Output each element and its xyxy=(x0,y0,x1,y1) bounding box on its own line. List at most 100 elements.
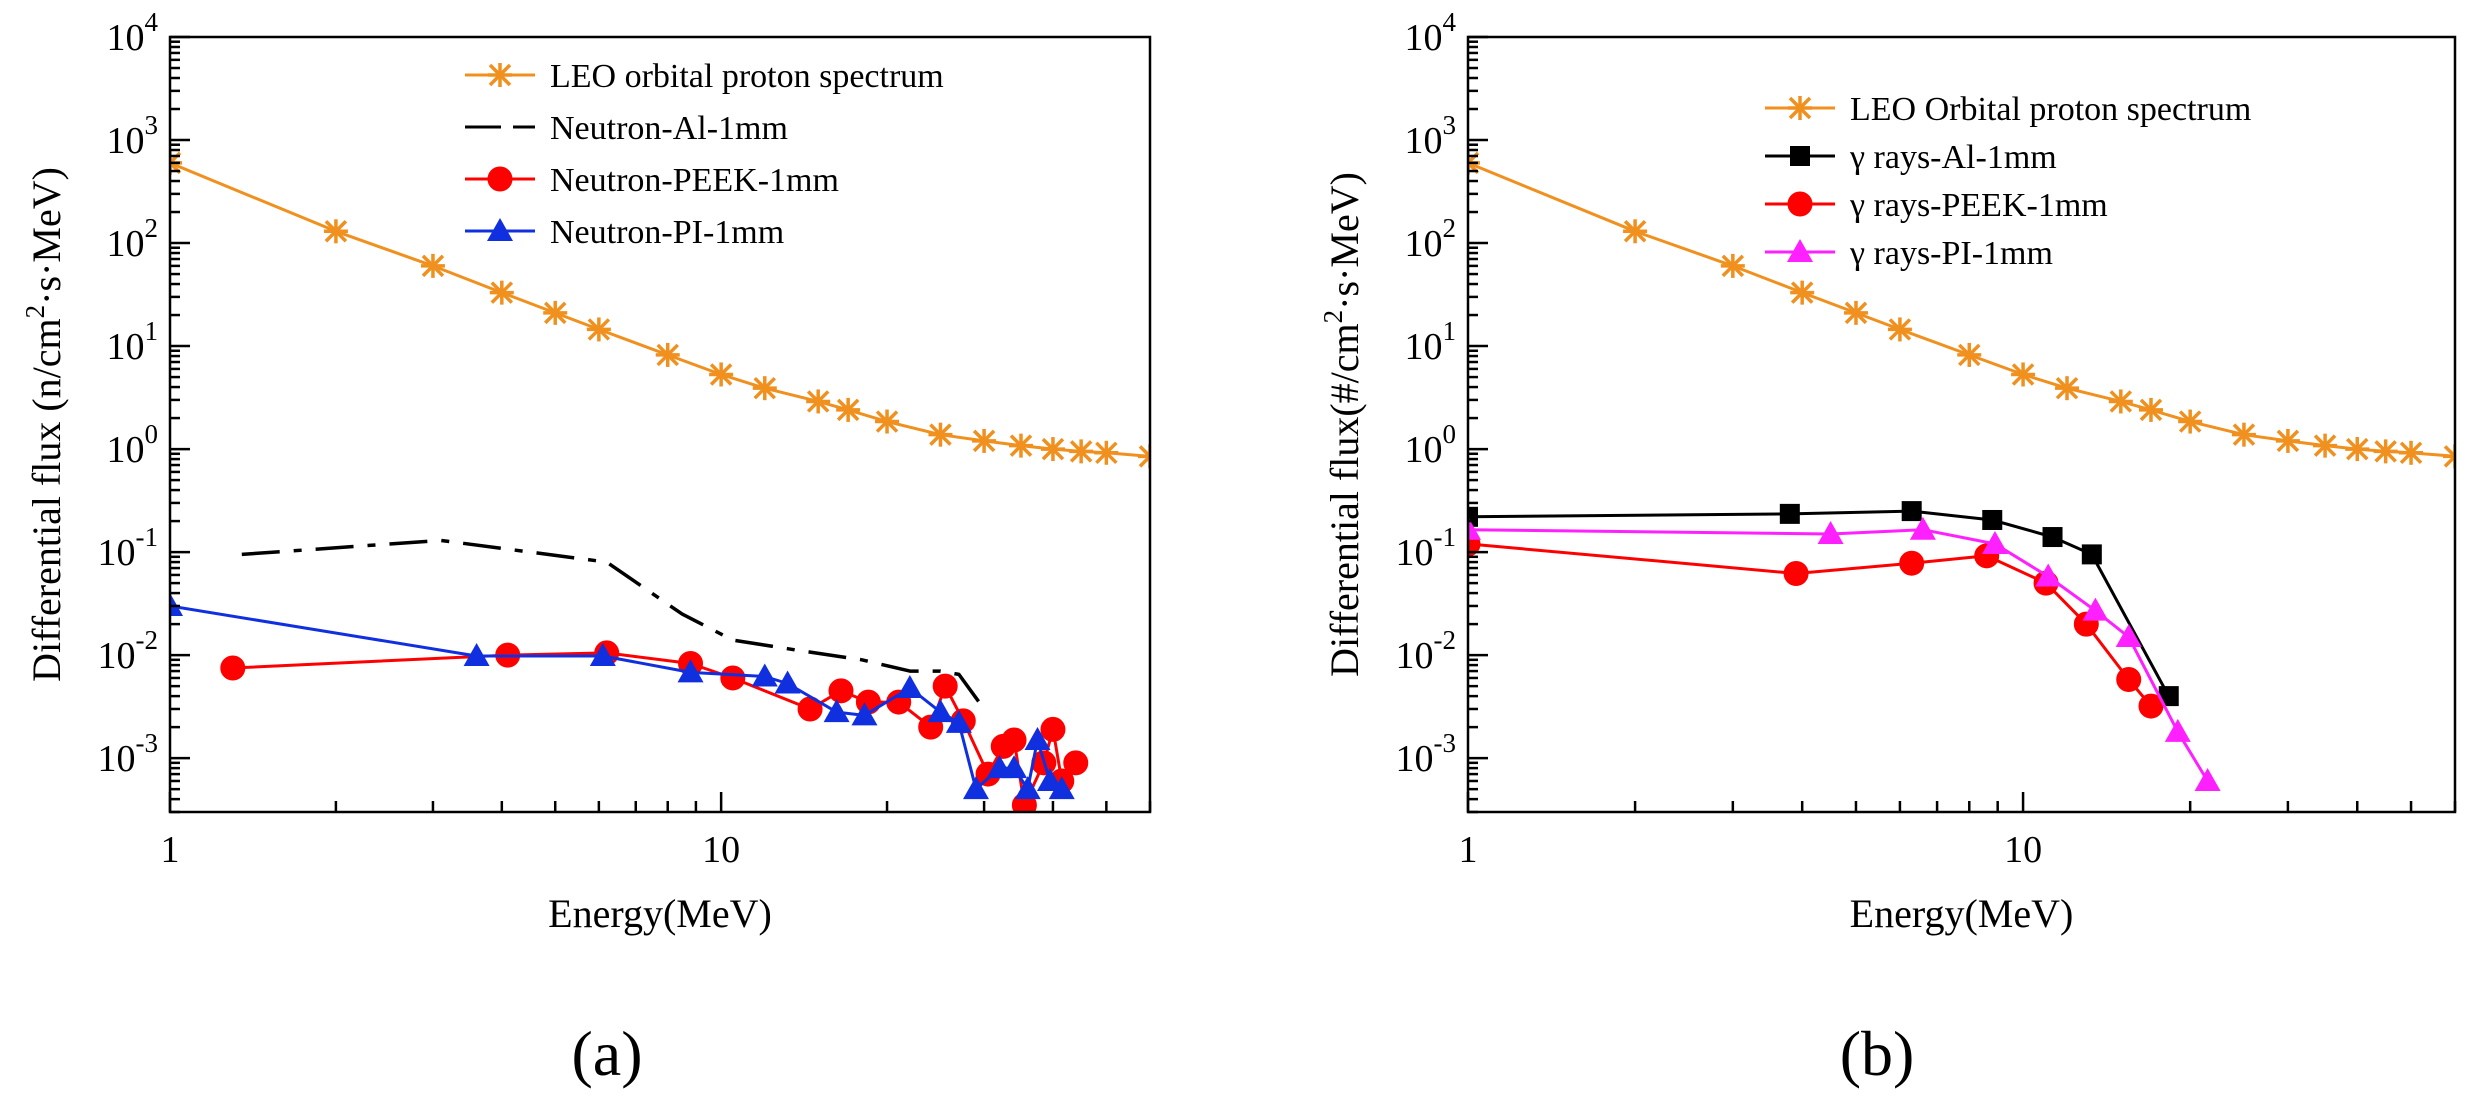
data-point-b-1-2 xyxy=(1901,501,1922,522)
data-point-b-0-16 xyxy=(2373,439,2398,464)
legend-label-a-0: LEO orbital proton spectrum xyxy=(550,58,944,95)
data-point-a-3-13 xyxy=(1001,755,1028,779)
data-point-a-2-14 xyxy=(1001,727,1027,753)
data-point-b-1-1 xyxy=(1779,503,1800,524)
x-axis-title-a: Energy(MeV) xyxy=(548,891,772,936)
x-axis-ticks xyxy=(168,792,1152,812)
legend-b: LEO Orbital proton spectrum γ rays-Al-1mm… xyxy=(1765,91,2251,272)
data-point-a-0-10 xyxy=(836,397,861,422)
series-a-1 xyxy=(241,538,986,711)
panel-label-b: (b) xyxy=(1840,1018,1915,1089)
data-point-b-0-13 xyxy=(2275,428,2300,453)
chart-panel-b: 1 10 10-3 10-2 10-1 100 101 102 103 104 Energy(MeV… xyxy=(1318,7,2457,936)
y-tick-label-b-5: 102 xyxy=(1405,213,1457,265)
y-tick-label-b-3: 100 xyxy=(1405,419,1457,471)
y-tick-label-a-5: 102 xyxy=(107,213,159,265)
data-point-a-3-16 xyxy=(1036,767,1063,791)
series-line-a-1 xyxy=(241,538,986,711)
data-point-a-2-4 xyxy=(720,665,746,691)
series-line-b-3 xyxy=(1468,528,2209,782)
legend-marker-b-3 xyxy=(1787,239,1813,262)
y-tick-label-a-1: 10-2 xyxy=(98,625,159,677)
data-point-b-0-12 xyxy=(2231,422,2256,447)
data-point-a-0-13 xyxy=(972,428,997,453)
x-axis-title-b: Energy(MeV) xyxy=(1850,891,2074,936)
data-point-b-3-4 xyxy=(2035,563,2062,587)
legend-marker-a-3 xyxy=(487,218,513,241)
data-point-a-0-18 xyxy=(1138,444,1150,469)
data-point-b-3-7 xyxy=(2164,718,2191,742)
y-tick-label-b-4: 101 xyxy=(1405,316,1457,368)
data-point-b-0-17 xyxy=(2399,440,2424,465)
data-point-b-0-2 xyxy=(1720,253,1745,278)
data-point-a-0-19 xyxy=(1175,450,1199,474)
x-tick-label-b-0: 1 xyxy=(1459,829,1478,871)
y-tick-label-b-1: 10-2 xyxy=(1396,625,1457,677)
series-line-a-3 xyxy=(170,604,1063,791)
data-point-a-0-16 xyxy=(1069,439,1094,464)
data-point-b-0-11 xyxy=(2178,409,2203,434)
data-point-a-3-0 xyxy=(170,592,183,616)
data-point-a-3-1 xyxy=(463,643,490,667)
data-point-b-0-9 xyxy=(2108,389,2133,414)
legend-marker-b-2 xyxy=(1787,191,1813,217)
y-tick-label-b-7: 104 xyxy=(1405,7,1457,59)
y-tick-label-b-6: 103 xyxy=(1405,110,1457,162)
y-tick-label-a-4: 101 xyxy=(107,316,159,368)
data-point-b-3-8 xyxy=(2194,767,2221,791)
data-point-b-1-5 xyxy=(2081,544,2102,565)
data-point-a-0-9 xyxy=(806,389,831,414)
data-point-a-0-14 xyxy=(1008,433,1033,458)
data-point-b-3-1 xyxy=(1817,520,1844,544)
series-b-1 xyxy=(1468,501,2179,707)
data-point-b-2-2 xyxy=(1899,550,1925,576)
data-point-b-0-5 xyxy=(1887,317,1912,342)
series-a-0 xyxy=(170,150,1199,474)
data-point-b-3-6 xyxy=(2115,623,2142,647)
data-point-a-3-9 xyxy=(927,699,954,723)
data-point-b-0-3 xyxy=(1790,280,1815,305)
y-tick-label-a-7: 104 xyxy=(107,7,159,59)
y-axis-ticks xyxy=(170,35,190,814)
data-point-a-0-5 xyxy=(586,317,611,342)
data-point-b-0-8 xyxy=(2055,376,2080,401)
data-point-a-0-4 xyxy=(543,300,568,325)
data-point-b-0-15 xyxy=(2345,437,2370,462)
data-point-b-0-10 xyxy=(2138,397,2163,422)
y-axis-title-a: Differential flux (n/cm2·s·MeV) xyxy=(20,167,69,682)
data-point-a-0-11 xyxy=(875,409,900,434)
data-point-b-3-5 xyxy=(2082,597,2109,621)
x-axis-ticks xyxy=(1466,792,2457,812)
legend-label-a-3: Neutron-PI-1mm xyxy=(550,214,784,251)
data-point-b-2-6 xyxy=(2116,666,2142,692)
y-tick-label-a-2: 10-1 xyxy=(98,522,159,574)
data-point-a-2-19 xyxy=(1063,750,1089,776)
data-point-b-1-6 xyxy=(2158,686,2179,707)
data-point-a-3-10 xyxy=(945,709,972,733)
data-point-b-3-3 xyxy=(1981,530,2008,554)
x-tick-label-a-1: 10 xyxy=(702,829,740,871)
series-b-2 xyxy=(1468,531,2164,719)
data-point-a-0-2 xyxy=(420,253,445,278)
series-b-3 xyxy=(1468,516,2221,791)
y-tick-label-a-6: 103 xyxy=(107,110,159,162)
data-point-a-3-6 xyxy=(823,699,850,723)
legend-label-b-3: γ rays-PI-1mm xyxy=(1849,235,2053,272)
data-point-a-2-6 xyxy=(828,678,854,704)
data-point-a-3-5 xyxy=(774,670,801,694)
data-point-a-3-11 xyxy=(962,776,989,800)
data-point-a-3-2 xyxy=(589,643,616,667)
data-point-a-0-6 xyxy=(655,342,680,367)
legend-label-b-1: γ rays-Al-1mm xyxy=(1849,139,2057,176)
legend-marker-b-1 xyxy=(1790,146,1810,166)
data-point-a-0-7 xyxy=(709,362,734,387)
data-point-a-3-8 xyxy=(896,674,923,698)
data-point-b-0-18 xyxy=(2443,444,2455,469)
data-point-b-3-2 xyxy=(1909,516,1936,540)
legend-label-b-0: LEO Orbital proton spectrum xyxy=(1850,91,2251,128)
data-point-a-3-3 xyxy=(677,659,704,683)
data-point-a-0-8 xyxy=(752,376,777,401)
data-point-b-0-1 xyxy=(1623,219,1648,244)
y-axis-ticks xyxy=(1468,35,1488,814)
